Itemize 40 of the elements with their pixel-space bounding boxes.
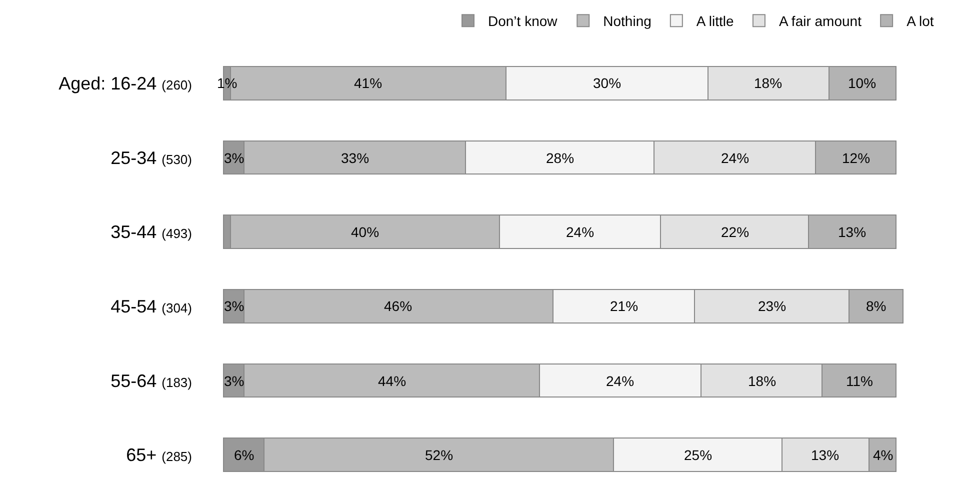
data-label: 24% xyxy=(606,373,634,389)
legend-label: Don’t know xyxy=(488,13,558,30)
data-label: 3% xyxy=(224,373,244,389)
data-label: 13% xyxy=(811,447,840,463)
data-label: 3% xyxy=(224,298,244,314)
y-tick-label: Aged: 16-24 (260) xyxy=(58,73,192,94)
data-label: 1% xyxy=(217,75,238,91)
legend-label: A lot xyxy=(906,13,934,30)
data-label: 11% xyxy=(846,373,873,389)
y-tick-label: 55-64 (183) xyxy=(110,370,192,391)
legend-label: A fair amount xyxy=(778,13,862,30)
data-label: 33% xyxy=(341,150,370,166)
data-label: 30% xyxy=(593,75,622,91)
data-label: 13% xyxy=(838,224,866,240)
data-label: 18% xyxy=(754,75,782,91)
data-label: 18% xyxy=(748,373,776,389)
data-label: 24% xyxy=(566,224,594,240)
data-label: 24% xyxy=(721,150,750,166)
y-tick-label: 25-34 (530) xyxy=(110,148,192,168)
data-label: 4% xyxy=(873,447,894,463)
data-label: 8% xyxy=(866,298,886,314)
data-label: 3% xyxy=(224,150,244,166)
data-label: 40% xyxy=(351,224,380,240)
data-label: 12% xyxy=(842,150,870,166)
data-label: 10% xyxy=(848,75,876,91)
legend-label: Nothing xyxy=(603,13,652,30)
data-label: 28% xyxy=(546,150,574,166)
data-label: 46% xyxy=(384,298,412,314)
y-tick-label: 65+ (285) xyxy=(126,445,192,466)
data-label: 44% xyxy=(378,373,406,389)
data-label: 52% xyxy=(425,447,454,463)
data-label: 22% xyxy=(721,224,750,240)
data-label: 25% xyxy=(684,447,712,463)
y-tick-label: 45-54 (304) xyxy=(110,296,192,316)
legend-label: A little xyxy=(696,13,734,30)
data-label: 21% xyxy=(610,298,638,314)
data-label: 23% xyxy=(758,298,786,314)
data-label: 41% xyxy=(354,75,382,91)
data-label: 6% xyxy=(234,447,254,463)
y-tick-label: 35-44 (493) xyxy=(110,222,192,242)
